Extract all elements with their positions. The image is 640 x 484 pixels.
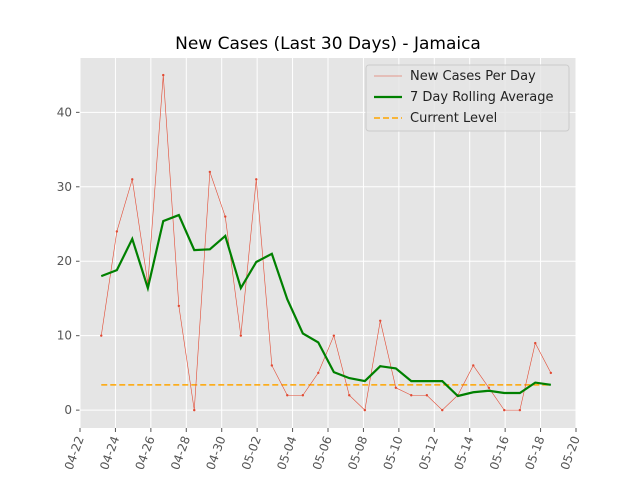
point [286,394,289,397]
point [255,178,258,181]
point [518,408,522,412]
point [131,178,134,181]
point [208,170,212,174]
point [394,386,398,389]
point [100,334,103,337]
point [363,408,367,412]
point [239,334,243,337]
point [348,394,351,397]
point [487,386,491,389]
point [115,230,119,233]
point [534,341,537,345]
legend-label: New Cases Per Day [410,69,536,84]
legend [365,64,570,132]
series-line [100,75,552,411]
point [379,319,382,322]
point [441,408,444,412]
point [472,364,475,367]
point [301,394,305,397]
point [503,408,506,412]
y-tick-label: 30 [57,180,72,194]
point [162,73,165,77]
point [270,364,274,367]
point [410,394,413,397]
point [332,334,336,337]
chart-title: New Cases (Last 30 Days) - Jamaica [175,34,481,54]
point [549,371,553,375]
legend-label: 7 Day Rolling Average [410,90,553,105]
y-tick-label: 0 [64,403,72,417]
series-line [100,213,552,398]
point [425,394,429,397]
y-tick-label: 20 [57,254,72,268]
y-tick-label: 10 [57,329,72,343]
point [193,408,196,412]
point [177,304,181,308]
y-tick-label: 40 [57,105,72,119]
point [224,215,227,218]
legend-label: Current Level [410,111,497,126]
point [317,371,320,375]
